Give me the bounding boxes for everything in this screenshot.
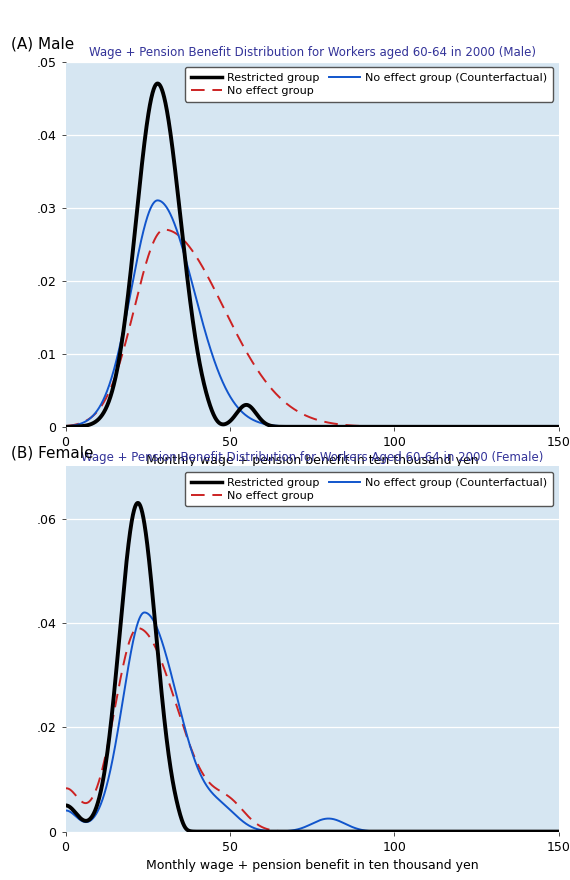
Text: (B) Female: (B) Female — [11, 445, 94, 460]
Legend: Restricted group, No effect group, No effect group (Counterfactual), : Restricted group, No effect group, No ef… — [185, 67, 553, 101]
X-axis label: Monthly wage + pension benefit in ten thousand yen: Monthly wage + pension benefit in ten th… — [146, 454, 478, 467]
X-axis label: Monthly wage + pension benefit in ten thousand yen: Monthly wage + pension benefit in ten th… — [146, 859, 478, 872]
Title: Wage + Pension Benefit Distribution for Workers Aged 60-64 in 2000 (Female): Wage + Pension Benefit Distribution for … — [81, 451, 543, 464]
Legend: Restricted group, No effect group, No effect group (Counterfactual), : Restricted group, No effect group, No ef… — [185, 472, 553, 506]
Title: Wage + Pension Benefit Distribution for Workers aged 60-64 in 2000 (Male): Wage + Pension Benefit Distribution for … — [88, 46, 536, 59]
Text: (A) Male: (A) Male — [11, 37, 75, 52]
